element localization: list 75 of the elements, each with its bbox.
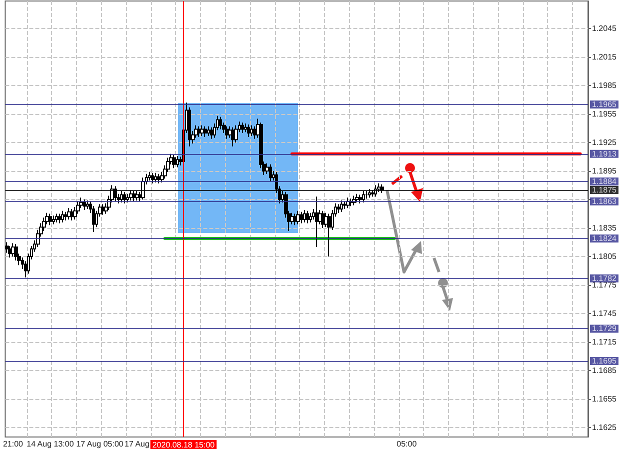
candlestick: [151, 172, 154, 184]
candlestick: [296, 210, 300, 225]
y-tick-label: 1.1985: [592, 81, 618, 90]
candlestick: [61, 210, 64, 223]
candlestick: [244, 123, 247, 133]
candlestick: [197, 126, 201, 138]
candlestick: [5, 242, 9, 254]
y-tick-label: 1.1805: [592, 252, 618, 262]
x-tick-label: 14 Aug 13:00: [26, 440, 74, 448]
x-tick-label: 21:00: [2, 440, 24, 448]
y-tick-label: 1.1655: [592, 394, 618, 404]
candlestick: [172, 154, 176, 169]
x-tick-label: 17 Aug: [124, 440, 150, 448]
y-tick-label: 1.1955: [592, 110, 618, 119]
ref-line-label: 1.1913: [592, 149, 618, 158]
x-tick-label: 05:00: [396, 440, 418, 448]
candlestick: [176, 155, 179, 168]
candlestick: [327, 213, 331, 258]
candlestick: [207, 126, 210, 136]
ref-line-label: 1.1863: [592, 196, 618, 206]
candlestick: [241, 122, 244, 134]
ref-line-label: 1.1965: [592, 100, 618, 110]
candlestick: [83, 199, 86, 210]
candlestick: [337, 204, 340, 214]
candlestick: [86, 200, 89, 210]
y-tick-label: 1.1895: [592, 166, 618, 176]
x-tick-label: 17 Aug 05:00: [76, 440, 124, 448]
candlestick: [315, 196, 319, 248]
candlestick: [306, 210, 309, 224]
candlestick: [343, 200, 346, 210]
candlestick: [210, 126, 213, 140]
candlestick: [293, 213, 297, 226]
candlestick: [269, 164, 272, 182]
candlestick: [55, 213, 58, 223]
x-tick-label: 2020.08.18 15:00: [152, 440, 216, 450]
candlestick: [101, 204, 105, 216]
candlestick: [14, 244, 18, 261]
y-tick-label: 1.2015: [592, 52, 618, 62]
candlestick: [64, 211, 67, 221]
candlestick: [225, 126, 229, 140]
candlestick: [154, 172, 157, 183]
candlestick: [157, 173, 160, 184]
y-tick-label: 1.1925: [592, 138, 618, 148]
y-tick-label: 1.1745: [592, 309, 618, 318]
ref-line-label: 1.1884: [592, 176, 618, 186]
ref-line-label: 1.1782: [592, 274, 618, 283]
y-tick-label: 1.1775: [592, 280, 618, 290]
y-tick-label: 1.1685: [592, 366, 618, 376]
candlestick: [188, 106, 191, 147]
y-tick-label: 1.1715: [592, 338, 618, 347]
y-tick-label: 1.1835: [592, 224, 618, 233]
candlestick: [309, 212, 312, 223]
candlestick: [247, 124, 250, 138]
candlestick: [203, 126, 207, 138]
ref-line-label: 1.1824: [592, 234, 618, 243]
candlestick: [303, 209, 306, 223]
candlestick: [148, 171, 151, 182]
candlestick: [250, 124, 253, 136]
candlestick: [126, 193, 129, 203]
ref-line-label: 1.1695: [592, 356, 618, 366]
candlestick: [358, 194, 362, 204]
ref-line-label: 1.1875: [592, 186, 618, 195]
candlestick: [58, 213, 61, 224]
candlestick: [300, 211, 303, 224]
candlestick: [355, 193, 359, 203]
candlestick: [200, 124, 204, 136]
candlestick: [340, 200, 343, 212]
y-tick-label: 1.1625: [592, 423, 618, 432]
candlestick: [48, 213, 52, 226]
candlestick: [234, 124, 238, 144]
candlestick: [92, 206, 95, 232]
ref-line-label: 1.1729: [592, 324, 618, 334]
candlestick: [219, 116, 222, 130]
y-tick-label: 1.2045: [592, 24, 618, 34]
candlestick: [52, 215, 55, 225]
